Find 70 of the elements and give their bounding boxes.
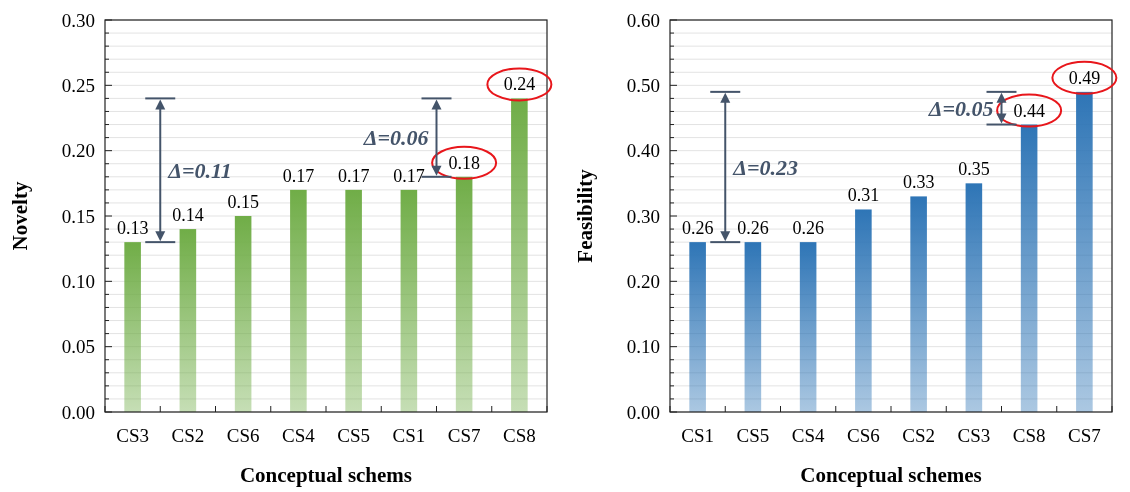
- data-label: 0.44: [1013, 100, 1045, 121]
- annotation: Δ=0.06: [362, 125, 429, 151]
- bar: [290, 189, 307, 412]
- y-tick-label: 0.30: [61, 9, 95, 31]
- bar: [1020, 124, 1038, 412]
- x-tick-label: CS7: [1068, 425, 1101, 446]
- data-label: 0.14: [172, 205, 204, 226]
- bar: [910, 196, 927, 412]
- y-tick-label: 0.00: [626, 401, 660, 423]
- y-tick-label: 0.25: [61, 74, 95, 96]
- bar: [511, 98, 528, 412]
- x-tick-label: CS6: [847, 425, 880, 446]
- y-tick-label: 0.50: [626, 74, 660, 96]
- data-label: 0.33: [902, 172, 935, 193]
- x-tick-label: CS4: [282, 425, 316, 446]
- x-tick-label: CS8: [1012, 425, 1046, 446]
- y-tick-label: 0.40: [626, 140, 660, 162]
- annotation: Δ=0.05: [927, 95, 994, 121]
- bar: [1076, 91, 1093, 412]
- data-label: 0.26: [681, 218, 714, 239]
- bar: [234, 216, 252, 412]
- annotation: Δ=0.11: [167, 157, 232, 183]
- x-tick-label: CS2: [902, 425, 935, 446]
- y-tick-label: 0.20: [61, 140, 95, 162]
- bar: [855, 209, 872, 412]
- x-axis-title: Conceptual schems: [239, 463, 413, 487]
- bar: [400, 189, 418, 412]
- x-tick-label: CS6: [226, 425, 260, 446]
- bar: [455, 176, 473, 412]
- y-axis-title: Feasibility: [573, 168, 597, 263]
- x-tick-label: CS5: [337, 425, 370, 446]
- y-tick-label: 0.15: [61, 205, 95, 227]
- bar: [744, 242, 762, 412]
- data-label: 0.26: [737, 218, 769, 239]
- data-label: 0.35: [958, 159, 990, 180]
- y-tick-label: 0.00: [61, 401, 95, 423]
- data-label: 0.17: [393, 165, 425, 186]
- x-tick-label: CS3: [957, 425, 991, 446]
- x-axis-title: Conceptual schemes: [800, 463, 982, 487]
- data-label: 0.18: [448, 152, 480, 173]
- y-tick-label: 0.30: [626, 205, 660, 227]
- data-label: 0.26: [792, 218, 824, 239]
- y-tick-label: 0.20: [626, 270, 660, 292]
- bar: [124, 242, 141, 412]
- x-tick-label: CS2: [171, 425, 205, 446]
- annotation: Δ=0.23: [732, 154, 799, 180]
- data-label: 0.24: [503, 74, 536, 95]
- y-tick-label: 0.05: [61, 336, 95, 358]
- bar: [965, 183, 983, 412]
- x-tick-label: CS1: [392, 425, 426, 446]
- x-tick-label: CS5: [736, 425, 770, 446]
- data-label: 0.31: [847, 185, 880, 206]
- data-label: 0.17: [337, 165, 370, 186]
- y-tick-label: 0.60: [626, 9, 660, 31]
- bar: [345, 189, 362, 412]
- data-label: 0.49: [1068, 67, 1101, 88]
- data-label: 0.17: [282, 165, 315, 186]
- y-tick-label: 0.10: [61, 270, 95, 292]
- bar: [799, 242, 817, 412]
- data-label: 0.13: [116, 218, 149, 239]
- y-axis-title: Novelty: [8, 181, 32, 251]
- x-tick-label: CS7: [447, 425, 481, 446]
- bar: [689, 242, 706, 412]
- x-tick-label: CS1: [681, 425, 714, 446]
- x-tick-label: CS4: [791, 425, 825, 446]
- bar: [179, 229, 197, 412]
- data-label: 0.15: [227, 192, 259, 212]
- x-tick-label: CS8: [503, 425, 536, 446]
- y-tick-label: 0.10: [626, 336, 660, 358]
- x-tick-label: CS3: [116, 425, 149, 446]
